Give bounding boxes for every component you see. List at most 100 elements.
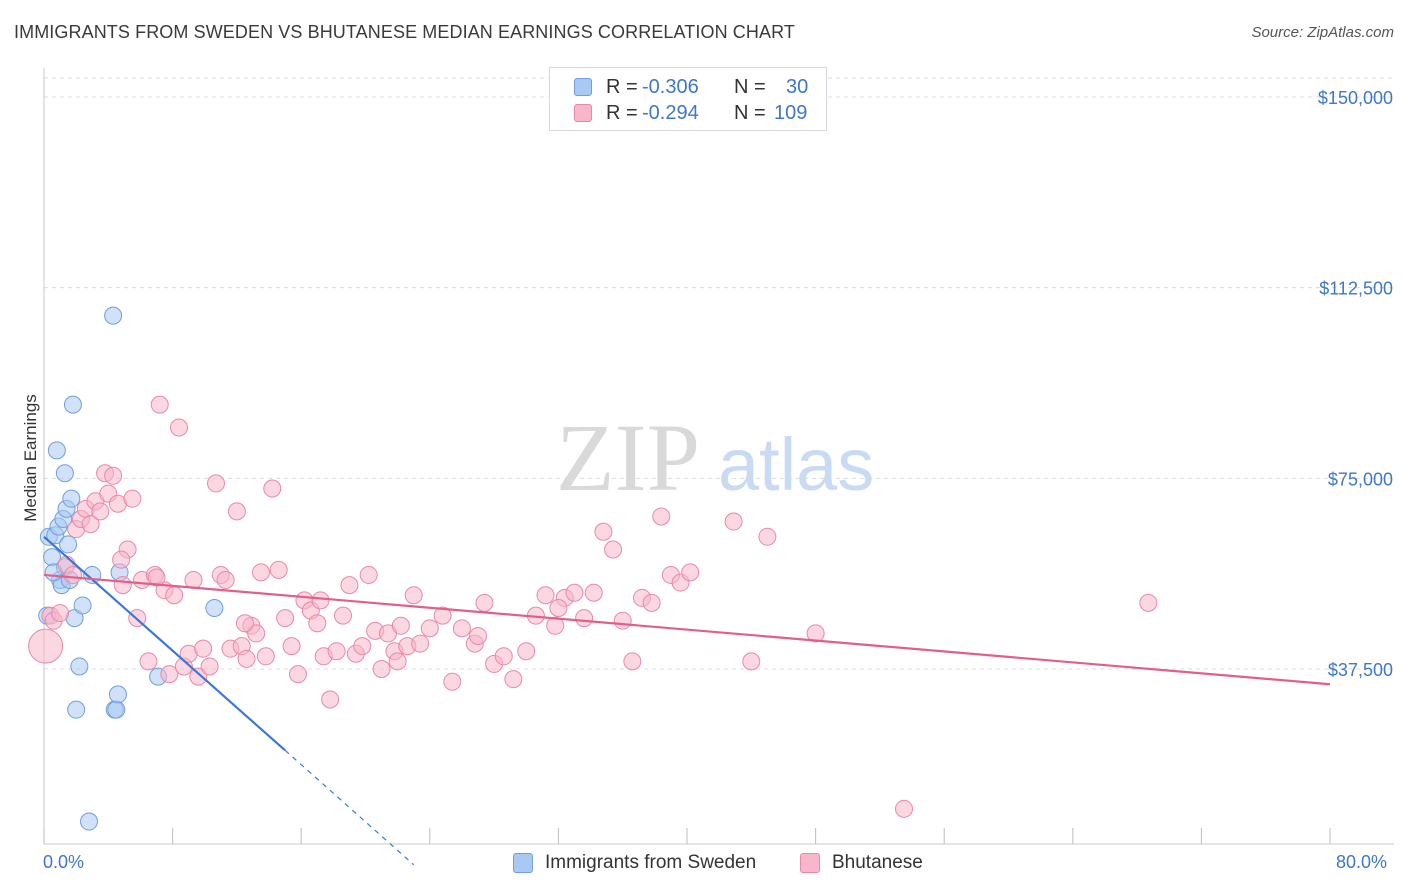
point-sweden <box>67 700 86 719</box>
point-bhutanese <box>652 507 671 526</box>
legend-n-label: N = <box>734 75 766 98</box>
point-bhutanese <box>895 799 914 818</box>
point-bhutanese <box>504 670 523 689</box>
point-bhutanese <box>469 626 488 645</box>
bottom-legend: Immigrants from Sweden Bhutanese <box>0 852 1406 878</box>
point-bhutanese <box>288 665 307 684</box>
point-bhutanese <box>642 593 661 612</box>
point-bhutanese <box>584 583 603 602</box>
point-bhutanese <box>247 624 266 643</box>
watermark: ZIP atlas <box>556 404 874 511</box>
point-bhutanese <box>546 616 565 635</box>
legend-swatch-sweden <box>574 78 592 96</box>
chart-title: IMMIGRANTS FROM SWEDEN VS BHUTANESE MEDI… <box>14 22 795 42</box>
point-bhutanese <box>269 560 288 579</box>
point-bhutanese <box>613 611 632 630</box>
point-bhutanese <box>340 576 359 595</box>
y-tick-label: $112,500 <box>1319 279 1393 299</box>
point-bhutanese <box>207 474 226 493</box>
point-bhutanese <box>549 598 568 617</box>
point-bhutanese <box>282 637 301 656</box>
point-bhutanese <box>200 657 219 676</box>
watermark-zip: ZIP <box>556 404 700 511</box>
point-bhutanese <box>311 591 330 610</box>
point-bhutanese <box>1139 593 1158 612</box>
y-tick-label: $75,000 <box>1328 469 1393 489</box>
series-layer <box>28 306 1158 831</box>
point-bhutanese <box>189 667 208 686</box>
point-bhutanese <box>81 515 100 534</box>
point-bhutanese <box>276 609 295 628</box>
point-bhutanese <box>170 418 189 437</box>
point-bhutanese <box>51 604 70 623</box>
legend-n-value: 109 <box>774 101 808 124</box>
point-bhutanese <box>420 619 439 638</box>
legend-r-value: -0.294 <box>642 101 699 124</box>
point-bhutanese <box>575 609 594 628</box>
point-bhutanese <box>160 665 179 684</box>
point-bhutanese <box>806 624 825 643</box>
y-axis-label: Median Earnings <box>21 394 40 522</box>
point-bhutanese <box>327 642 346 661</box>
legend-n-label: N = <box>734 101 766 124</box>
point-sweden <box>80 812 99 831</box>
y-tick-label: $150,000 <box>1318 88 1393 108</box>
point-bhutanese <box>494 647 513 666</box>
bottom-legend-item-bhutanese: Bhutanese <box>800 852 923 874</box>
legend-row-sweden: R = -0.306 N = 30 <box>574 74 808 100</box>
axes <box>43 68 1394 845</box>
point-sweden <box>70 657 89 676</box>
bottom-legend-label-sweden: Immigrants from Sweden <box>545 852 757 873</box>
point-bhutanese <box>565 583 584 602</box>
x-tick-min: 0.0% <box>43 852 85 872</box>
point-sweden <box>59 535 78 554</box>
bottom-legend-label-bhutanese: Bhutanese <box>832 852 923 873</box>
y-tick-label: $37,500 <box>1328 660 1393 680</box>
point-sweden <box>104 306 123 325</box>
legend-n-value: 30 <box>786 75 809 98</box>
point-bhutanese <box>113 576 132 595</box>
point-bhutanese <box>372 660 391 678</box>
point-bhutanese <box>724 512 743 531</box>
point-bhutanese <box>623 652 642 671</box>
point-bhutanese <box>28 628 64 664</box>
point-bhutanese <box>256 647 275 666</box>
point-bhutanese <box>227 502 246 521</box>
point-sweden <box>47 441 66 460</box>
point-sweden <box>107 700 126 719</box>
point-bhutanese <box>308 614 327 633</box>
point-sweden <box>205 598 224 617</box>
point-bhutanese <box>112 550 131 569</box>
point-bhutanese <box>63 565 82 584</box>
gridlines <box>44 77 1394 670</box>
point-bhutanese <box>353 637 372 656</box>
point-bhutanese <box>237 649 256 668</box>
bottom-legend-item-sweden: Immigrants from Sweden <box>513 852 756 874</box>
legend-r-label: R = <box>606 75 638 98</box>
point-sweden <box>73 596 92 615</box>
point-bhutanese <box>184 571 203 590</box>
point-bhutanese <box>194 639 213 658</box>
bottom-legend-swatch-sweden <box>513 853 533 873</box>
point-bhutanese <box>742 652 761 671</box>
trend-line-sweden-extension <box>284 749 415 866</box>
watermark-atlas: atlas <box>718 423 874 506</box>
trend-line-sweden <box>43 535 286 752</box>
point-bhutanese <box>263 479 282 498</box>
point-bhutanese <box>443 672 462 691</box>
point-bhutanese <box>252 563 271 582</box>
legend-row-bhutanese: R = -0.294 N = 109 <box>574 100 807 126</box>
point-sweden <box>108 685 127 704</box>
point-bhutanese <box>391 616 410 635</box>
point-bhutanese <box>681 563 700 582</box>
point-sweden <box>63 395 82 414</box>
legend: R = -0.306 N = 30 R = -0.294 N = 109 <box>549 67 827 131</box>
point-bhutanese <box>147 568 166 587</box>
point-bhutanese <box>594 522 613 541</box>
trend-layer <box>43 535 1331 866</box>
point-bhutanese <box>604 540 623 559</box>
point-bhutanese <box>517 642 536 661</box>
point-bhutanese <box>104 466 123 485</box>
point-bhutanese <box>333 606 352 625</box>
